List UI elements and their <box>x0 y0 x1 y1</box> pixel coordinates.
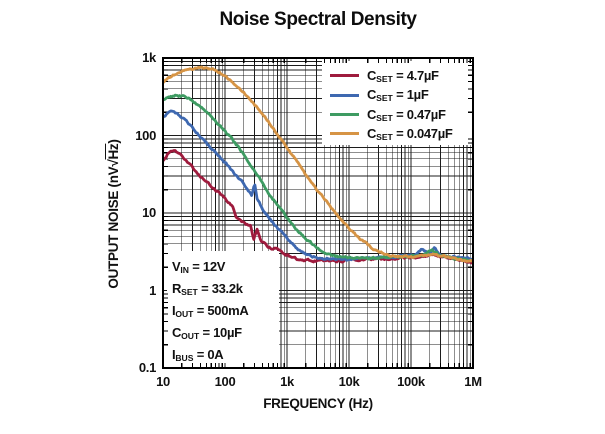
legend: CSET = 4.7µF CSET = 1µF CSET = 0.47µF CSET … <box>330 66 453 144</box>
y-tick-label: 0.1 <box>138 360 156 375</box>
x-tick-label: 10 <box>156 374 170 389</box>
y-axis-label-pre: OUTPUT NOISE (nV√ <box>106 159 121 289</box>
legend-color-swatch <box>330 132 359 136</box>
x-tick-label: 100k <box>397 374 425 389</box>
y-tick-label: 1k <box>142 50 156 65</box>
x-tick-label: 10k <box>338 374 360 389</box>
condition-line: IBUS = 0A <box>172 347 224 363</box>
legend-label: CSET = 1µF <box>367 87 429 104</box>
y-tick-label: 10 <box>142 205 156 220</box>
legend-item: CSET = 0.47µF <box>330 105 453 124</box>
condition-line: VIN = 12V <box>172 259 226 275</box>
chart-title: Noise Spectral Density <box>219 9 417 30</box>
legend-label: CSET = 4.7µF <box>367 67 439 84</box>
series-curve <box>163 65 473 263</box>
x-tick-label: 100 <box>214 374 236 389</box>
legend-label: CSET = 0.047µF <box>367 125 453 142</box>
condition-line: RSET = 33.2k <box>172 281 243 297</box>
legend-item: CSET = 0.047µF <box>330 124 453 143</box>
y-tick-label: 1 <box>149 282 156 298</box>
x-tick-label: 1k <box>280 374 294 389</box>
legend-item: CSET = 4.7µF <box>330 66 453 85</box>
series-curve <box>163 109 473 262</box>
legend-color-swatch <box>330 74 359 78</box>
conditions-annotation: VIN = 12V RSET = 33.2k IOUT = 500mA COUT = … <box>172 256 249 366</box>
y-tick-label: 100 <box>135 127 156 143</box>
legend-item: CSET = 1µF <box>330 85 453 104</box>
series-curve <box>163 149 473 265</box>
y-axis-label-sqrt-hz: Hz <box>106 143 121 160</box>
condition-line: IOUT = 500mA <box>172 303 249 319</box>
legend-label: CSET = 0.47µF <box>367 106 446 123</box>
x-axis-label: FREQUENCY (Hz) <box>263 396 373 411</box>
legend-color-swatch <box>330 93 359 97</box>
legend-color-swatch <box>330 112 359 116</box>
x-tick-label: 1M <box>464 374 482 389</box>
condition-line: COUT = 10µF <box>172 325 242 341</box>
